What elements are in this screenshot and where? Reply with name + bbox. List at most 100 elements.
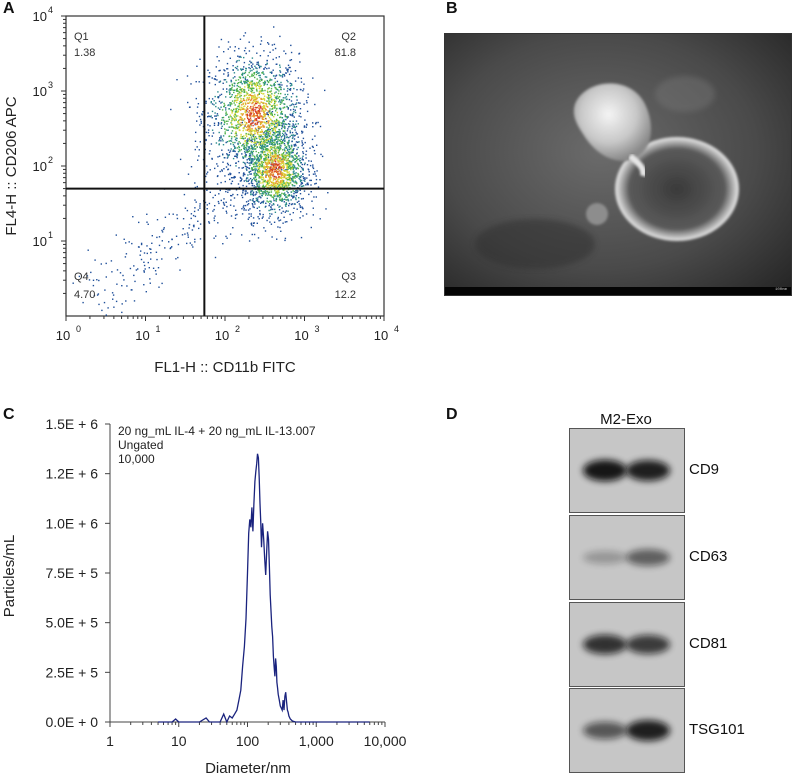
scatter-point [260, 115, 263, 117]
scatter-point [273, 167, 275, 169]
scatter-point [252, 102, 254, 104]
scatter-point [252, 163, 254, 165]
scatter-point [279, 70, 281, 72]
scatter-point [293, 158, 296, 161]
scatter-point [263, 178, 265, 180]
scatter-point [270, 223, 273, 225]
scatter-point [231, 110, 234, 113]
scatter-point [277, 216, 279, 219]
scatter-point [275, 183, 278, 185]
scatter-point [223, 168, 225, 170]
scatter-point [215, 235, 217, 237]
scatter-point [290, 59, 293, 61]
scatter-point [286, 134, 288, 136]
scatter-point [243, 204, 245, 207]
scatter-point [284, 204, 287, 206]
scatter-point [310, 191, 312, 193]
scatter-point [279, 130, 281, 133]
scatter-point [271, 130, 274, 132]
scatter-point [191, 229, 194, 231]
scatter-point [236, 85, 238, 87]
scatter-point [245, 168, 248, 170]
scatter-point [217, 200, 220, 203]
scatter-point [277, 160, 279, 162]
scatter-point [265, 130, 268, 132]
scatter-point [272, 174, 275, 176]
scatter-point [277, 226, 279, 228]
scatter-point [289, 113, 291, 116]
scatter-point [150, 248, 152, 250]
scatter-point [269, 137, 271, 139]
scatter-point [238, 146, 241, 149]
scatter-point [280, 101, 282, 103]
scatter-point [291, 103, 294, 105]
scatter-point [283, 169, 285, 172]
scatter-point [281, 141, 283, 143]
scatter-point [267, 81, 270, 84]
scatter-point [261, 88, 263, 91]
scatter-point [300, 211, 302, 213]
scatter-point [282, 99, 284, 101]
scatter-point [241, 167, 243, 169]
scatter-point [288, 153, 290, 155]
scatter-point [288, 136, 290, 139]
scatter-point [229, 172, 231, 174]
scatter-point [299, 61, 301, 63]
scatter-point [287, 159, 289, 162]
scatter-point [262, 193, 264, 195]
scatter-point [262, 125, 264, 128]
scatter-point [220, 137, 222, 139]
scatter-point [234, 100, 236, 102]
scatter-point [240, 177, 242, 179]
scatter-point [220, 122, 223, 124]
scatter-point [293, 148, 295, 150]
scatter-point [267, 135, 269, 138]
scatter-point [277, 119, 279, 122]
scatter-point [261, 117, 263, 119]
quadrant-q3-value: 12.2 [335, 289, 356, 301]
scatter-point [285, 164, 287, 166]
scatter-point [255, 129, 257, 131]
scatter-point [252, 100, 255, 102]
scatter-point [287, 166, 289, 168]
scatter-point [272, 69, 274, 71]
scatter-point [273, 132, 275, 134]
scatter-point [143, 264, 146, 267]
scatter-point [267, 134, 269, 136]
scatter-point [271, 113, 273, 115]
scatter-point [269, 71, 271, 74]
scatter-point [227, 173, 230, 176]
scatter-point [237, 55, 239, 57]
scatter-point [238, 172, 240, 174]
scatter-point [255, 99, 257, 101]
scatter-point [291, 140, 293, 143]
scatter-point [277, 151, 280, 153]
scatter-point [234, 132, 236, 135]
scatter-point [226, 237, 228, 239]
scatter-point [267, 122, 269, 124]
scatter-point [286, 162, 289, 164]
scatter-point [282, 138, 285, 141]
scatter-point [273, 183, 276, 186]
scatter-point [280, 180, 283, 182]
scatter-point [96, 279, 98, 281]
scatter-point [291, 127, 293, 130]
scatter-point [278, 165, 280, 167]
scatter-point [252, 105, 254, 108]
scatter-point [302, 177, 305, 180]
scatter-point [291, 150, 293, 153]
scatter-point [236, 60, 238, 62]
scatter-point [303, 103, 305, 105]
scatter-point [243, 81, 246, 84]
scatter-point [220, 127, 223, 129]
scatter-point [229, 189, 231, 191]
scatter-point [254, 132, 256, 135]
scatter-point [267, 161, 270, 163]
scatter-point [225, 141, 227, 144]
scatter-point [182, 218, 185, 220]
quadrant-q4-value: 4.70 [74, 289, 95, 301]
scatter-point [287, 69, 289, 71]
scatter-point [213, 237, 215, 239]
scatter-point [237, 97, 239, 100]
scatter-point [262, 133, 265, 135]
